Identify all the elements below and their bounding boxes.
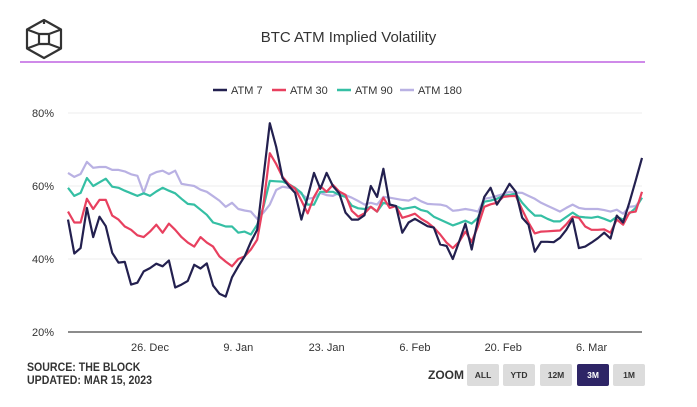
chart-title: BTC ATM Implied Volatility bbox=[260, 29, 437, 46]
x-tick-label: 6. Mar bbox=[576, 342, 608, 354]
legend-label: ATM 30 bbox=[290, 85, 328, 97]
series-line-atm-30 bbox=[67, 152, 644, 268]
x-tick-label: 20. Feb bbox=[485, 342, 522, 354]
x-tick-label: 26. Dec bbox=[131, 342, 169, 354]
legend-label: ATM 90 bbox=[355, 85, 393, 97]
series-line-atm-7 bbox=[66, 122, 644, 298]
legend-label: ATM 7 bbox=[231, 85, 263, 97]
x-tick-label: 6. Feb bbox=[399, 342, 430, 354]
volatility-chart: 20% 40% 60% 80% 26. Dec 9. Jan 23. Jan 6. Feb 20… bbox=[32, 85, 644, 354]
zoom-all-button[interactable]: ALL bbox=[467, 364, 499, 386]
zoom-1m-button[interactable]: 1M bbox=[613, 364, 645, 386]
series-line-atm-90 bbox=[67, 176, 643, 236]
y-tick-label: 20% bbox=[32, 327, 54, 339]
source-text: SOURCE: THE BLOCK bbox=[27, 362, 141, 374]
header-divider bbox=[20, 61, 645, 63]
x-tick-label: 9. Jan bbox=[223, 342, 253, 354]
zoom-3m-button[interactable]: 3M bbox=[577, 364, 609, 386]
zoom-12m-button[interactable]: 12M bbox=[540, 364, 572, 386]
y-tick-label: 80% bbox=[32, 108, 54, 120]
legend-label: ATM 180 bbox=[418, 85, 462, 97]
series-line-atm-180 bbox=[67, 160, 643, 220]
zoom-ytd-button[interactable]: YTD bbox=[503, 364, 535, 386]
updated-text: UPDATED: MAR 15, 2023 bbox=[27, 375, 153, 387]
the-block-logo bbox=[25, 18, 63, 60]
zoom-label: ZOOM bbox=[428, 368, 464, 382]
x-tick-label: 23. Jan bbox=[309, 342, 345, 354]
y-tick-label: 40% bbox=[32, 254, 54, 266]
y-tick-label: 60% bbox=[32, 181, 54, 193]
